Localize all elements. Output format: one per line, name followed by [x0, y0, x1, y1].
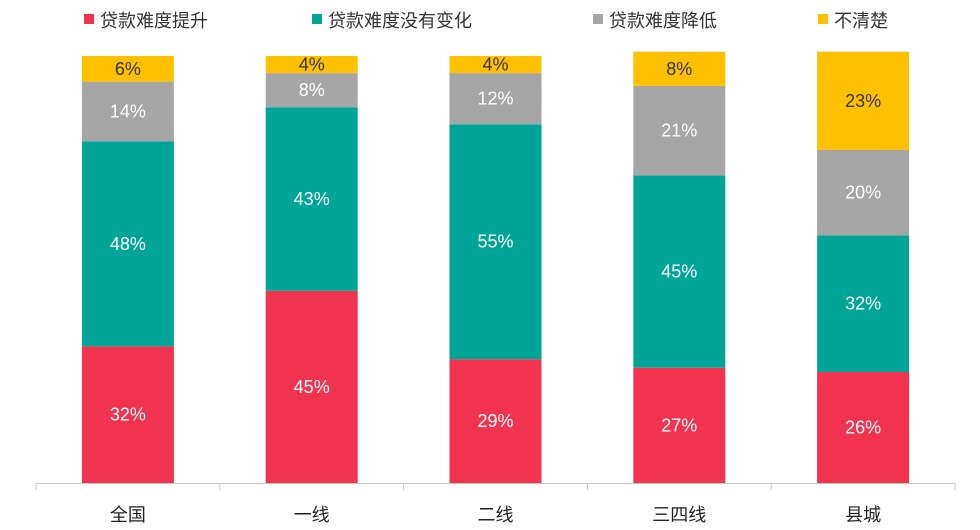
data-label-0-3: 6% — [115, 59, 141, 79]
x-tick-label-2: 二线 — [478, 505, 514, 526]
bar-segment-4-3 — [817, 51, 910, 150]
legend: 贷款难度提升 贷款难度没有变化 贷款难度降低 不清楚 — [84, 11, 888, 32]
legend-swatch-1 — [312, 14, 322, 24]
bar-segment-1-3 — [265, 56, 358, 74]
bar-segment-1-2 — [265, 73, 358, 108]
data-label-3-3: 8% — [666, 59, 692, 79]
data-label-1-1: 43% — [294, 189, 330, 209]
data-label-4-0: 26% — [845, 417, 881, 437]
bar-segment-4-1 — [817, 235, 910, 372]
bar-segment-4-0 — [817, 371, 910, 483]
bar-segment-2-3 — [449, 56, 542, 74]
bar-segment-3-3 — [633, 51, 726, 86]
x-tick-label-4: 县城 — [845, 505, 881, 526]
legend-swatch-3 — [818, 14, 828, 24]
bar-segment-1-0 — [265, 290, 358, 483]
data-label-1-2: 8% — [299, 80, 325, 100]
data-label-1-0: 45% — [294, 377, 330, 397]
legend-swatch-2 — [593, 14, 603, 24]
data-label-2-3: 4% — [482, 55, 508, 75]
data-label-4-1: 32% — [845, 294, 881, 314]
data-label-0-1: 48% — [110, 234, 146, 254]
legend-label-3: 不清楚 — [834, 11, 888, 32]
bars: 32% 48% 14% 6% 45% 43% 8% 4% 29% 55% 12% 4% 27% 45% 21… — [81, 51, 910, 483]
bar-segment-0-3 — [81, 56, 174, 82]
data-label-0-0: 32% — [110, 405, 146, 425]
bar-segment-2-0 — [449, 359, 542, 483]
data-label-1-3: 4% — [299, 55, 325, 75]
legend-label-1: 贷款难度没有变化 — [328, 11, 472, 32]
x-axis: 全国 一线 二线 三四线 县城 — [35, 483, 956, 526]
bar-segment-3-0 — [633, 367, 726, 483]
data-label-3-1: 45% — [661, 262, 697, 282]
bar-segment-0-1 — [81, 141, 174, 347]
bar-segment-4-2 — [817, 149, 910, 236]
legend-label-2: 贷款难度降低 — [609, 11, 717, 32]
x-tick-label-0: 全国 — [110, 505, 146, 526]
data-label-3-2: 21% — [661, 121, 697, 141]
data-label-4-3: 23% — [845, 91, 881, 111]
bar-segment-0-0 — [81, 346, 174, 483]
bar-segment-2-1 — [449, 124, 542, 360]
data-label-3-0: 27% — [661, 415, 697, 435]
bar-segment-2-2 — [449, 73, 542, 125]
bar-segment-3-2 — [633, 85, 726, 176]
legend-swatch-0 — [84, 14, 94, 24]
bar-segment-0-2 — [81, 81, 174, 142]
data-label-2-1: 55% — [477, 232, 513, 252]
x-tick-label-3: 三四线 — [652, 505, 706, 526]
bar-segment-3-1 — [633, 175, 726, 368]
x-tick-label-1: 一线 — [294, 505, 330, 526]
legend-label-0: 贷款难度提升 — [100, 11, 208, 32]
data-label-2-2: 12% — [477, 89, 513, 109]
data-label-2-0: 29% — [477, 411, 513, 431]
data-label-4-2: 20% — [845, 183, 881, 203]
data-label-0-2: 14% — [110, 102, 146, 122]
bar-segment-1-1 — [265, 107, 358, 291]
